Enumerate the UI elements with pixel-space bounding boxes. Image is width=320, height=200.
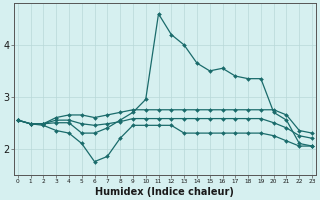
X-axis label: Humidex (Indice chaleur): Humidex (Indice chaleur): [95, 187, 234, 197]
